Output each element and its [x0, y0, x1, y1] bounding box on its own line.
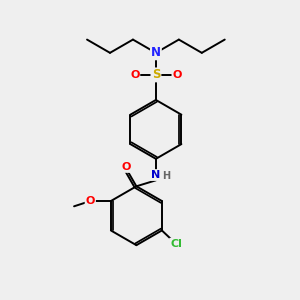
Text: O: O: [130, 70, 140, 80]
Text: O: O: [122, 162, 131, 172]
Text: O: O: [172, 70, 182, 80]
Text: N: N: [151, 170, 160, 180]
Text: Cl: Cl: [170, 239, 182, 249]
Text: O: O: [85, 196, 95, 206]
Text: S: S: [152, 68, 160, 81]
Text: H: H: [162, 172, 170, 182]
Text: N: N: [151, 46, 161, 59]
